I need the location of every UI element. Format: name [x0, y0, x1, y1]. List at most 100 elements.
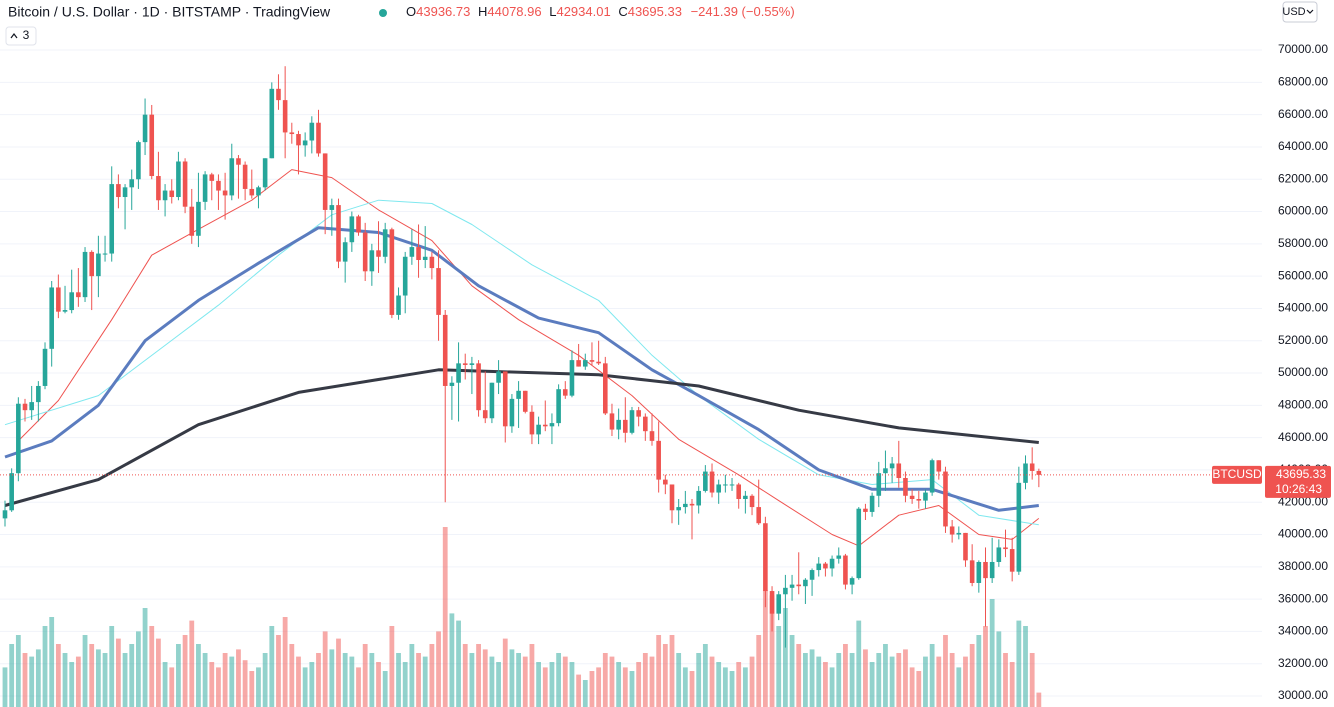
candle-body — [309, 122, 315, 141]
candle-body — [336, 205, 341, 262]
volume-bar — [969, 644, 975, 707]
y-tick-label: 56000.00 — [1278, 268, 1328, 282]
volume-bar — [622, 667, 628, 707]
volume-bar — [362, 644, 368, 707]
candle-body — [116, 184, 121, 198]
volume-bar — [782, 608, 788, 707]
volume-bar — [1023, 626, 1028, 707]
indicator-toggle[interactable] — [5, 26, 37, 46]
currency-label: USD — [1282, 6, 1305, 18]
candle-body — [489, 382, 495, 419]
y-tick-label: 40000.00 — [1278, 527, 1328, 541]
candle-body — [716, 484, 721, 493]
overlay-layer — [4, 169, 1040, 547]
volume-bar — [876, 653, 882, 707]
candle-body — [289, 132, 295, 135]
y-tick-label: 58000.00 — [1278, 236, 1328, 250]
candle-body — [636, 410, 641, 417]
legend-key: C — [618, 4, 627, 19]
volume-bar — [756, 635, 762, 707]
volume-bar — [656, 635, 662, 707]
volume-bar — [15, 635, 21, 707]
candle-body — [549, 423, 555, 427]
legend-value: 42934.01 — [556, 4, 610, 19]
price-tag-label: 43695.33 — [1276, 467, 1326, 481]
candle-body — [823, 563, 828, 569]
y-tick-label: 64000.00 — [1278, 139, 1328, 153]
candle-body — [969, 560, 975, 583]
volume-bar — [2, 667, 8, 707]
volume-bar — [556, 653, 562, 707]
legend-value: 44078.96 — [487, 4, 541, 19]
volume-bar — [903, 649, 908, 707]
candle-body — [249, 188, 255, 196]
volume-bar — [469, 653, 475, 707]
volume-bar — [636, 662, 642, 707]
volume-bar — [696, 653, 702, 707]
candle-body — [869, 495, 875, 512]
volume-bar — [1029, 653, 1035, 707]
candle-body — [629, 410, 635, 433]
volume-bar — [1036, 692, 1042, 707]
volume-bar — [409, 644, 415, 707]
candle-body — [49, 287, 54, 349]
candle-body — [16, 403, 21, 474]
candle-body — [296, 134, 301, 146]
candle-body — [1009, 549, 1015, 572]
candle-body — [76, 292, 81, 298]
volume-bar — [863, 649, 868, 707]
candle-body — [896, 463, 902, 479]
volume-bar — [329, 649, 335, 707]
volume-bar — [776, 626, 782, 707]
volume-bar — [122, 653, 128, 707]
candle-body — [169, 190, 175, 198]
candle-body — [282, 100, 288, 133]
volume-bar — [49, 617, 55, 707]
candle-body — [242, 164, 248, 189]
candle-body — [723, 484, 728, 486]
candle-body — [149, 114, 155, 177]
y-tick-label: 54000.00 — [1278, 301, 1328, 315]
y-tick-label: 52000.00 — [1278, 333, 1328, 347]
currency-button[interactable] — [1282, 1, 1318, 23]
candle-body — [409, 247, 415, 257]
candle-body — [849, 578, 855, 585]
candle-body — [816, 563, 822, 571]
volume-bar — [1016, 620, 1022, 707]
candle-body — [469, 363, 475, 365]
y-tick-label: 42000.00 — [1278, 494, 1328, 508]
volume-bar — [396, 653, 401, 707]
candle-body — [109, 184, 115, 254]
y-tick-label: 46000.00 — [1278, 430, 1328, 444]
candle-body — [136, 142, 141, 180]
candle-body — [943, 471, 948, 527]
candle-body — [89, 251, 95, 277]
candle-body — [763, 523, 768, 592]
volume-bar — [55, 644, 61, 707]
candle-body — [236, 158, 241, 165]
candle-body — [389, 229, 395, 315]
volume-bar — [889, 656, 895, 707]
candle-layer — [2, 66, 1042, 648]
countdown-label: 10:26:43 — [1275, 482, 1322, 496]
candle-body — [649, 431, 655, 441]
candle-body — [176, 161, 181, 198]
volume-bar — [216, 667, 221, 707]
candle-body — [182, 161, 188, 207]
candle-body — [562, 389, 568, 396]
volume-bar — [129, 644, 135, 707]
candle-body — [9, 473, 14, 511]
candle-body — [356, 216, 361, 233]
chevron-icon — [10, 33, 18, 39]
volume-bar — [829, 667, 835, 707]
moving-average-line — [4, 199, 1039, 526]
volume-bar — [816, 656, 822, 707]
candle-body — [616, 419, 621, 430]
candle-body — [122, 187, 128, 198]
candle-body — [956, 532, 962, 535]
candle-body — [569, 360, 575, 396]
volume-bar — [716, 662, 722, 707]
legend-value: 43695.33 — [628, 4, 682, 19]
candle-body — [796, 584, 802, 587]
candle-body — [769, 591, 775, 614]
